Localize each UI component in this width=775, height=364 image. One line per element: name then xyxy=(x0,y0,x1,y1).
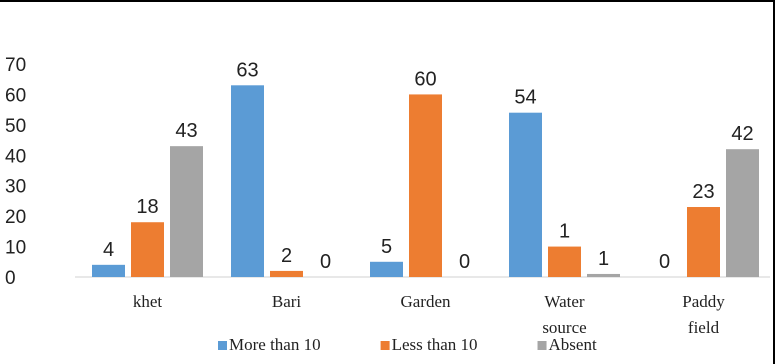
data-label: 43 xyxy=(175,120,197,142)
bar-absent xyxy=(726,149,759,277)
data-label: 1 xyxy=(559,221,570,243)
category-label-line2: source xyxy=(542,318,586,337)
y-tick-label: 30 xyxy=(5,177,26,198)
data-label: 0 xyxy=(459,251,470,273)
bar-more-than-10 xyxy=(231,85,264,277)
legend-swatch-more-than-10 xyxy=(218,341,227,350)
category-label: Garden xyxy=(400,292,451,311)
legend-label-absent: Absent xyxy=(549,335,597,354)
legend-label-less-than-10: Less than 10 xyxy=(392,335,478,354)
data-label: 4 xyxy=(103,239,114,261)
category-label: Paddy xyxy=(682,292,725,311)
bar-less-than-10 xyxy=(409,94,442,277)
category-label-line2: field xyxy=(688,318,720,337)
y-tick-label: 0 xyxy=(5,268,16,289)
legend-swatch-less-than-10 xyxy=(380,341,390,350)
data-label: 1 xyxy=(598,248,609,270)
y-tick-label: 40 xyxy=(5,146,26,167)
bar-more-than-10 xyxy=(370,261,403,277)
legend-label-more-than-10: More than 10 xyxy=(229,335,321,354)
bar-more-than-10 xyxy=(509,112,542,277)
data-label: 60 xyxy=(414,68,436,90)
data-label: 23 xyxy=(692,181,714,203)
legend-swatch-absent xyxy=(537,341,547,350)
category-label: Water xyxy=(544,292,584,311)
y-tick-label: 60 xyxy=(5,85,26,106)
bar-less-than-10 xyxy=(131,222,164,277)
bar-less-than-10 xyxy=(270,270,303,277)
bar-absent xyxy=(587,273,620,277)
data-label: 0 xyxy=(320,251,331,273)
bar-less-than-10 xyxy=(687,207,720,277)
data-label: 0 xyxy=(659,251,670,273)
category-label: Bari xyxy=(272,292,302,311)
data-label: 54 xyxy=(514,87,536,109)
category-label: khet xyxy=(133,292,163,311)
y-tick-label: 20 xyxy=(5,207,26,228)
data-label: 42 xyxy=(731,123,753,145)
data-label: 63 xyxy=(236,59,258,81)
bar-less-than-10 xyxy=(548,246,581,277)
data-label: 5 xyxy=(381,236,392,258)
bar-absent xyxy=(170,146,203,277)
y-tick-label: 10 xyxy=(5,238,26,259)
data-label: 18 xyxy=(136,196,158,218)
data-label: 2 xyxy=(281,245,292,267)
y-tick-label: 50 xyxy=(5,116,26,137)
bar-more-than-10 xyxy=(92,264,125,277)
y-tick-label: 70 xyxy=(5,55,26,76)
